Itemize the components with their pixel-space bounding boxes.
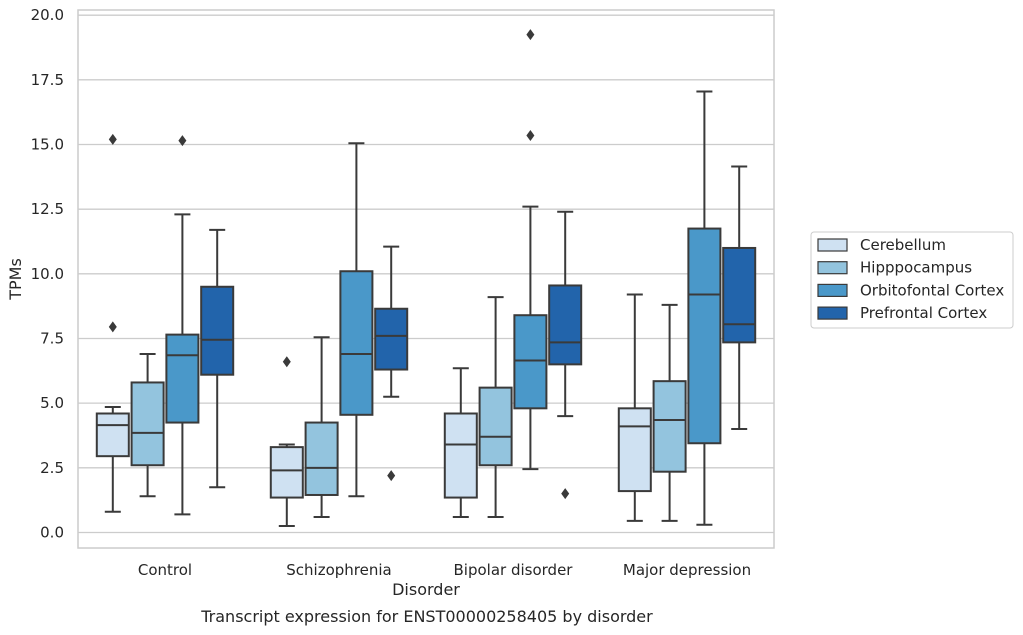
box-cerebellum	[443, 367, 478, 518]
box-prefrontal-cortex	[548, 210, 583, 500]
box-prefrontal-cortex	[374, 245, 409, 482]
y-tick-label: 0.0	[40, 523, 64, 541]
y-tick-label: 2.5	[40, 459, 64, 477]
legend-swatch	[817, 306, 848, 320]
box-hipppocampus	[130, 353, 165, 498]
y-tick-label: 12.5	[31, 200, 64, 218]
legend-swatch	[817, 283, 848, 297]
plot-area-frame	[77, 9, 775, 549]
legend-label: Cerebellum	[860, 236, 946, 254]
box-cerebellum	[269, 356, 304, 528]
box-body	[374, 307, 409, 371]
box-body	[722, 246, 757, 344]
box-plots	[95, 29, 757, 528]
outlier-point	[526, 129, 535, 141]
legend-label: Prefrontal Cortex	[860, 304, 987, 322]
y-axis-ticks: 0.0 2.5 5.0 7.5 10.0 12.5 15.0 17.5 20.0	[31, 6, 64, 541]
box-body	[130, 381, 165, 467]
box-body	[200, 285, 235, 376]
outlier-point	[526, 29, 535, 41]
outlier-point	[108, 133, 117, 145]
box-orbitofontal-cortex	[687, 90, 722, 526]
box-hipppocampus	[304, 336, 339, 518]
box-body	[687, 227, 722, 445]
legend-frame	[810, 231, 1014, 329]
x-tick-label: Bipolar disorder	[454, 561, 574, 579]
box-body	[548, 284, 583, 366]
x-tick-label: Control	[138, 561, 192, 579]
x-tick-label: Major depression	[623, 561, 751, 579]
y-axis-label: TPMs	[6, 258, 25, 301]
y-tick-label: 17.5	[31, 71, 64, 89]
box-body	[478, 386, 513, 467]
outlier-point	[387, 470, 396, 482]
x-axis-ticks: Control Schizophrenia Bipolar disorder Majo…	[138, 561, 751, 579]
legend-swatch	[817, 261, 848, 275]
box-body	[513, 314, 548, 410]
legend-swatch	[817, 238, 848, 252]
box-body	[617, 407, 652, 493]
box-prefrontal-cortex	[200, 228, 235, 489]
chart-caption: Transcript expression for ENST0000025840…	[200, 607, 653, 626]
box-body	[165, 333, 200, 424]
legend-label: Hipppocampus	[860, 259, 972, 277]
box-hipppocampus	[478, 296, 513, 518]
box-body	[269, 446, 304, 499]
box-cerebellum	[95, 133, 130, 513]
box-body	[652, 380, 687, 473]
y-tick-label: 20.0	[31, 6, 64, 24]
outlier-point	[178, 135, 187, 147]
box-body	[339, 270, 374, 416]
box-orbitofontal-cortex	[339, 142, 374, 498]
outlier-point	[561, 488, 570, 500]
x-axis-label: Disorder	[392, 580, 460, 599]
box-orbitofontal-cortex	[165, 135, 200, 516]
box-hipppocampus	[652, 303, 687, 522]
box-body	[304, 421, 339, 496]
legend: Cerebellum Hipppocampus Orbitofontal Corte…	[810, 231, 1014, 329]
outlier-point	[108, 321, 117, 333]
y-tick-label: 15.0	[31, 136, 64, 154]
box-orbitofontal-cortex	[513, 29, 548, 471]
box-body	[443, 412, 478, 499]
y-tick-label: 5.0	[40, 394, 64, 412]
box-cerebellum	[617, 293, 652, 522]
y-tick-label: 7.5	[40, 329, 64, 347]
box-prefrontal-cortex	[722, 165, 757, 431]
y-tick-label: 10.0	[31, 265, 64, 283]
x-tick-label: Schizophrenia	[286, 561, 391, 579]
box-body	[95, 412, 130, 458]
legend-label: Orbitofontal Cortex	[860, 281, 1004, 299]
outlier-point	[282, 356, 291, 368]
